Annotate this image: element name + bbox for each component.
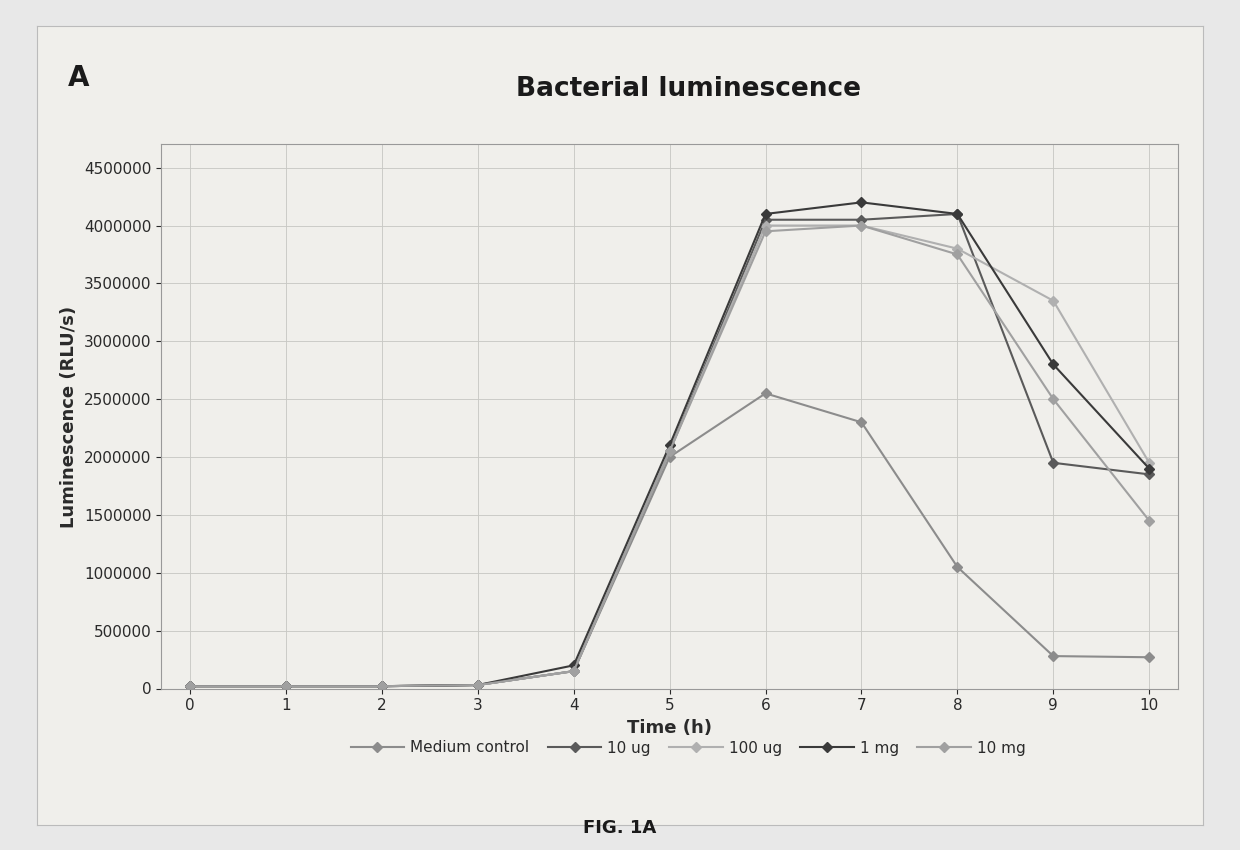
1 mg	[567, 660, 582, 671]
10 mg	[1142, 516, 1157, 526]
100 ug	[758, 220, 773, 230]
Medium control	[567, 666, 582, 677]
100 ug	[950, 244, 965, 254]
100 ug	[567, 666, 582, 677]
100 ug	[662, 446, 677, 456]
10 ug	[567, 666, 582, 677]
1 mg	[662, 440, 677, 450]
1 mg	[279, 681, 294, 691]
Medium control	[374, 681, 389, 691]
100 ug	[470, 680, 485, 690]
Medium control	[758, 388, 773, 399]
1 mg	[374, 681, 389, 691]
10 mg	[662, 446, 677, 456]
100 ug	[854, 220, 869, 230]
100 ug	[1142, 457, 1157, 468]
10 ug	[279, 681, 294, 691]
10 mg	[854, 220, 869, 230]
Medium control	[854, 417, 869, 428]
1 mg	[182, 681, 197, 691]
10 ug	[1142, 469, 1157, 479]
Text: Bacterial luminescence: Bacterial luminescence	[516, 76, 861, 102]
1 mg	[470, 680, 485, 690]
Line: 100 ug: 100 ug	[186, 222, 1153, 689]
10 mg	[182, 681, 197, 691]
Medium control	[662, 452, 677, 462]
Legend: Medium control, 10 ug, 100 ug, 1 mg, 10 mg: Medium control, 10 ug, 100 ug, 1 mg, 10 …	[345, 734, 1032, 762]
Medium control	[1142, 652, 1157, 662]
10 ug	[854, 215, 869, 225]
10 ug	[470, 680, 485, 690]
10 ug	[950, 209, 965, 219]
1 mg	[758, 209, 773, 219]
Medium control	[950, 562, 965, 572]
Medium control	[182, 681, 197, 691]
Medium control	[279, 681, 294, 691]
1 mg	[1142, 463, 1157, 473]
1 mg	[1045, 360, 1060, 370]
100 ug	[182, 681, 197, 691]
Line: 10 mg: 10 mg	[186, 222, 1153, 689]
Text: A: A	[68, 64, 89, 92]
Line: 10 ug: 10 ug	[186, 211, 1153, 689]
1 mg	[950, 209, 965, 219]
10 ug	[758, 215, 773, 225]
100 ug	[1045, 296, 1060, 306]
10 mg	[374, 681, 389, 691]
10 mg	[567, 666, 582, 677]
10 mg	[1045, 394, 1060, 405]
10 mg	[470, 680, 485, 690]
10 mg	[758, 226, 773, 236]
100 ug	[374, 681, 389, 691]
Text: FIG. 1A: FIG. 1A	[583, 819, 657, 837]
100 ug	[279, 681, 294, 691]
10 ug	[182, 681, 197, 691]
Line: Medium control: Medium control	[186, 390, 1153, 689]
Medium control	[470, 680, 485, 690]
1 mg	[854, 197, 869, 207]
X-axis label: Time (h): Time (h)	[627, 719, 712, 737]
Line: 1 mg: 1 mg	[186, 199, 1153, 689]
10 ug	[374, 681, 389, 691]
Y-axis label: Luminescence (RLU/s): Luminescence (RLU/s)	[61, 305, 78, 528]
10 mg	[279, 681, 294, 691]
10 ug	[662, 446, 677, 456]
10 ug	[1045, 457, 1060, 468]
Medium control	[1045, 651, 1060, 661]
10 mg	[950, 249, 965, 259]
